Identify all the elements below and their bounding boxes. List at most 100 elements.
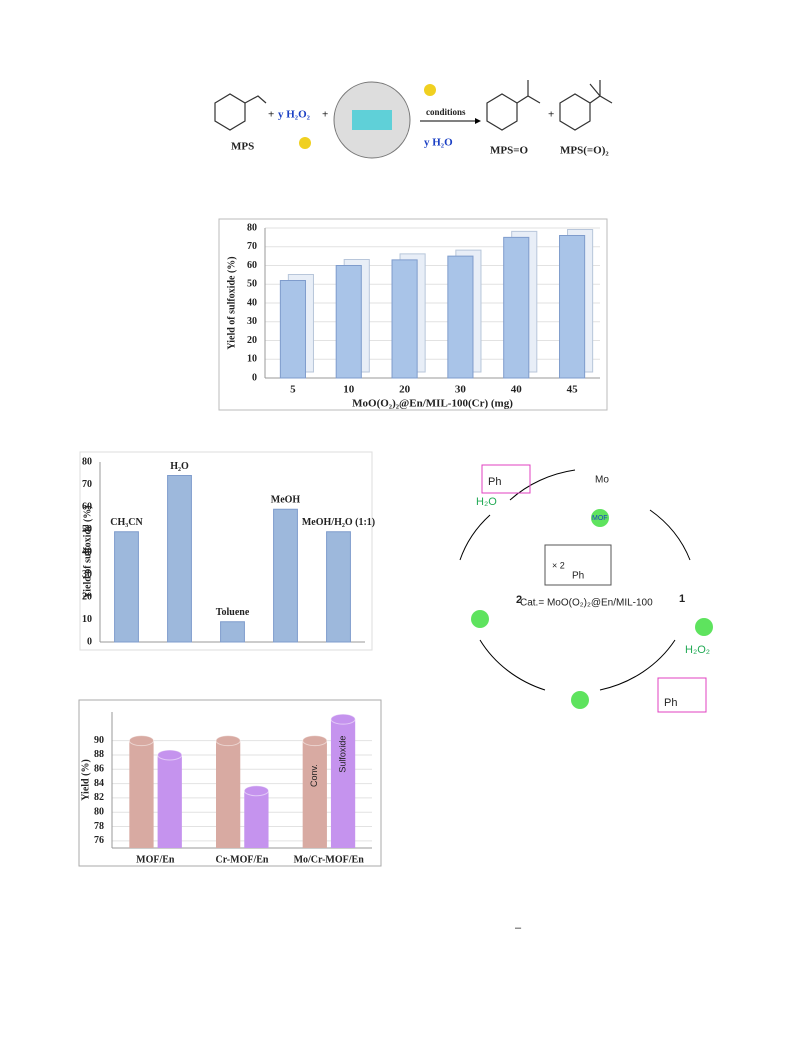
x-tick-label: 10 xyxy=(343,384,355,396)
bar-cap xyxy=(302,735,328,747)
h2o2-in: H₂O₂ xyxy=(685,644,710,656)
bar xyxy=(273,508,298,643)
mof-label: MOF xyxy=(592,515,608,522)
cycle-arrow xyxy=(509,469,576,501)
mof-bead xyxy=(471,610,489,628)
bar xyxy=(114,531,139,643)
x-tick-label: 5 xyxy=(290,384,296,396)
intermediate-number: 1 xyxy=(679,593,685,605)
sulfone: Ph xyxy=(572,571,584,582)
benzene xyxy=(486,93,518,131)
bar xyxy=(559,235,586,379)
x-tick-label: 20 xyxy=(399,384,411,396)
arrowhead xyxy=(475,118,481,124)
y-axis-label: Yield of sulfoxide (%) xyxy=(82,505,93,598)
conditions: conditions xyxy=(426,107,466,117)
bar xyxy=(447,255,474,379)
y-tick-label: 0 xyxy=(87,636,92,647)
multiplier: × 2 xyxy=(552,560,565,570)
bar xyxy=(302,740,327,848)
y-tick-label: 50 xyxy=(82,524,92,535)
benzene xyxy=(559,93,591,131)
sulfoxide-out: Ph xyxy=(664,697,677,709)
cycle-arrow xyxy=(459,514,491,561)
bar xyxy=(279,280,306,379)
x-tick-label: Cr-MOF/En xyxy=(216,854,269,865)
bond xyxy=(244,95,267,104)
mof-bead xyxy=(591,509,609,527)
y-tick-label: 82 xyxy=(94,792,104,803)
bar-cap xyxy=(215,735,241,747)
mof-core xyxy=(352,110,392,130)
mof-bead xyxy=(695,618,713,636)
metal-label: Mo xyxy=(595,475,609,486)
y-tick-label: 80 xyxy=(82,456,92,467)
series-label: Conv. xyxy=(309,764,319,787)
product-label: MPS=O xyxy=(490,145,528,157)
cycle-arrow xyxy=(599,639,676,691)
footer-mark: – xyxy=(515,922,522,934)
y-tick-label: 10 xyxy=(247,354,257,365)
y-tick-label: 0 xyxy=(252,372,257,383)
plus: + xyxy=(268,109,274,121)
bar xyxy=(129,740,154,848)
product-label: MPS(=O)₂ xyxy=(560,145,609,157)
mof-bead xyxy=(571,691,589,709)
y-tick-label: 40 xyxy=(82,546,92,557)
x-tick-label: Toluene xyxy=(216,607,250,618)
y-tick-label: 76 xyxy=(94,835,104,846)
bar xyxy=(326,531,351,643)
product-box xyxy=(657,677,707,713)
benzene xyxy=(214,93,246,131)
intermediate-number: 2 xyxy=(516,594,522,606)
y-tick-label: 88 xyxy=(94,749,104,760)
bar xyxy=(244,790,269,848)
cycle-arrow xyxy=(649,509,691,561)
x-tick-label: Mo/Cr-MOF/En xyxy=(294,854,365,865)
bar xyxy=(330,719,356,848)
substrate: Ph xyxy=(488,476,501,488)
y-tick-label: 70 xyxy=(247,241,257,252)
bar xyxy=(167,475,192,643)
x-axis-label: MoO(O₂)₂@En/MIL-100(Cr) (mg) xyxy=(352,398,513,410)
y-tick-label: 78 xyxy=(94,821,104,832)
y-tick-label: 30 xyxy=(82,569,92,580)
series-label: Sulfoxide xyxy=(337,736,347,773)
y-tick-label: 90 xyxy=(94,735,104,746)
catalytic-cycle: Ph H₂O × 2 Ph Cat.= MoO(O₂)₂@En/MIL-100 … xyxy=(459,464,713,713)
plus: + xyxy=(322,109,328,121)
bar-cap xyxy=(128,735,155,747)
substrate-box xyxy=(481,464,531,494)
y-tick-label: 30 xyxy=(247,316,257,327)
x-tick-label: CH₃CN xyxy=(110,517,143,528)
bar xyxy=(216,740,241,848)
bar-cap xyxy=(330,713,356,725)
reaction-scheme: MPS + y H₂O₂ + conditions y H₂O MPS=O + … xyxy=(214,80,613,159)
reagent: y H₂O₂ xyxy=(278,109,311,121)
y-tick-label: 84 xyxy=(94,778,104,789)
y-tick-label: 60 xyxy=(247,260,257,271)
y-tick-label: 50 xyxy=(247,279,257,290)
bar xyxy=(503,236,530,379)
y-tick-label: 20 xyxy=(247,335,257,346)
y-tick-label: 70 xyxy=(82,479,92,490)
y-axis-label: Yield of sulfoxide (%) xyxy=(226,256,237,349)
y-tick-label: 60 xyxy=(82,501,92,512)
y-tick-label: 20 xyxy=(82,591,92,602)
y-tick-label: 80 xyxy=(94,807,104,818)
mo-center xyxy=(299,137,311,149)
bar xyxy=(157,754,182,848)
reactant-label: MPS xyxy=(231,141,254,153)
cycle-arrow xyxy=(479,639,546,691)
x-tick-label: 45 xyxy=(567,384,579,396)
bond xyxy=(516,80,541,104)
x-tick-label: 30 xyxy=(455,384,467,396)
x-tick-label: MeOH/H₂O (1:1) xyxy=(302,517,375,528)
y-axis-label: Yield (%) xyxy=(80,759,91,801)
byproduct: y H₂O xyxy=(424,137,453,149)
bar xyxy=(335,265,362,379)
x-tick-label: MOF/En xyxy=(136,854,175,865)
x-tick-label: H₂O xyxy=(170,461,189,472)
